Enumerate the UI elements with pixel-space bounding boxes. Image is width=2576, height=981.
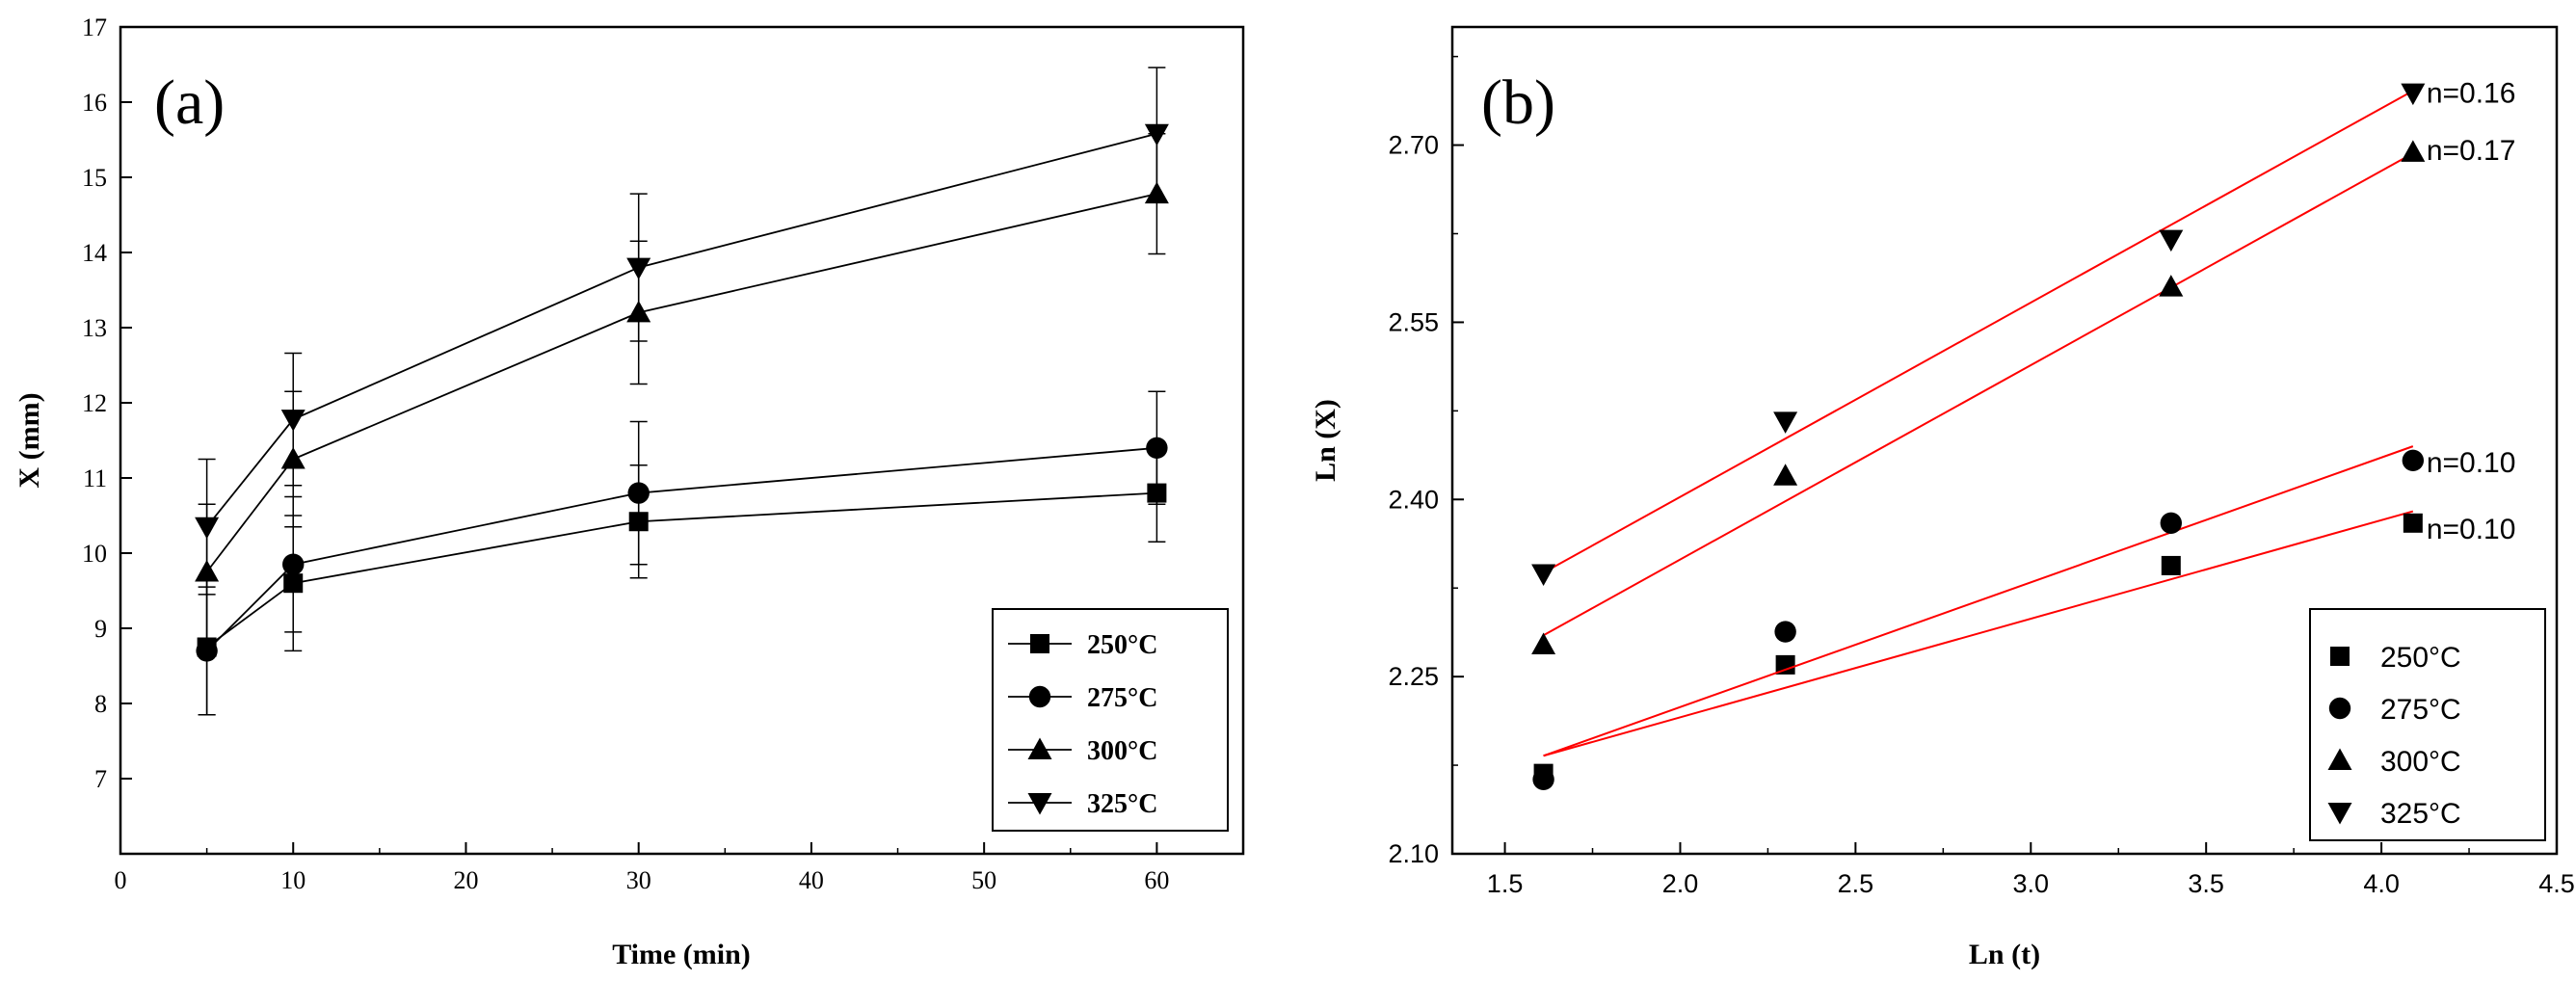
chart-b-frame (1450, 25, 2559, 856)
legend-b-marker (2330, 647, 2350, 666)
legend-b-marker (2327, 748, 2352, 770)
chart-a-ticks: 0 10 20 30 40 50 60 7 8 9 10 11 12 13 14 15 16 17 (82, 13, 1169, 894)
chart-b-fit-line (1543, 152, 2414, 637)
chart-b-point (2402, 449, 2425, 472)
chart-b-fit-line (1543, 445, 2414, 757)
chart-b-y-tick-label: 2.55 (1388, 307, 1439, 336)
chart-b-x-tick-label: 2.0 (1662, 869, 1699, 898)
legend-b-label: 250°C (2380, 642, 2461, 674)
chart-b-point (1532, 768, 1554, 790)
chart-b-fit-line (1543, 90, 2414, 574)
chart-a-x-tick-label: 60 (1144, 866, 1169, 894)
chart-a-x-label: Time (min) (612, 939, 751, 970)
chart-a-panel-label: (a) (154, 67, 225, 138)
chart-a-point (1144, 123, 1169, 146)
chart-a-y-tick-label: 16 (82, 89, 107, 117)
chart-b-point (1775, 654, 1795, 675)
chart-b-legend: 250°C 275°C 300°C 325°C (2309, 608, 2546, 841)
chart-a-x-tick-label: 30 (626, 866, 651, 894)
chart-a-point (1146, 437, 1168, 459)
chart-a-legend: 250°C 275°C 300°C 325°C (992, 608, 1229, 832)
chart-b-x-tick-label: 1.5 (1487, 869, 1524, 898)
legend-a-label: 275°C (1087, 683, 1157, 713)
chart-a: 0 10 20 30 40 50 60 7 8 9 10 11 12 13 14 15 16 17 (a) Tim… (13, 13, 1245, 970)
chart-a-point (196, 640, 218, 662)
chart-a-y-tick-label: 15 (82, 164, 107, 192)
chart-a-point (195, 517, 220, 540)
chart-b-y-tick-label: 2.25 (1388, 662, 1439, 691)
chart-a-series-line (205, 132, 1157, 528)
legend-a-label: 325°C (1087, 789, 1157, 819)
chart-a-y-tick-label: 7 (94, 765, 107, 793)
chart-b-x-tick-label: 4.0 (2363, 869, 2400, 898)
chart-b-x-label: Ln (t) (1969, 939, 2040, 970)
chart-b-series: n=0.10 n=0.10 n=0.17 n=0.16 (1531, 78, 2515, 790)
chart-b-point (1531, 632, 1556, 655)
chart-a-series (195, 66, 1169, 716)
legend-a-marker (1027, 793, 1052, 815)
chart-a-y-label: X (mm) (13, 392, 45, 488)
legend-b-label: 325°C (2380, 798, 2461, 830)
chart-a-series-line (205, 193, 1157, 573)
chart-a-point (627, 482, 650, 504)
chart-a-y-tick-label: 12 (82, 389, 107, 417)
chart-b-n-label: n=0.17 (2427, 135, 2516, 167)
legend-a-marker (1030, 634, 1049, 653)
chart-a-y-tick-label: 10 (82, 540, 107, 568)
legend-a-label: 250°C (1087, 630, 1157, 660)
chart-b-fit-line (1543, 510, 2414, 757)
chart-b-point (2401, 140, 2426, 162)
legend-b-label: 300°C (2380, 746, 2461, 778)
chart-b-x-tick-label: 3.0 (2013, 869, 2050, 898)
chart-a-y-tick-label: 8 (94, 690, 107, 718)
chart-b-x-tick-label: 4.5 (2538, 869, 2575, 898)
chart-b-ticks: 1.5 2.0 2.5 3.0 3.5 4.0 4.5 2.10 2.25 2.40 2.55 2.7… (1388, 55, 2575, 898)
chart-a-y-tick-label: 9 (94, 615, 107, 643)
chart-b-point (2401, 83, 2426, 106)
legend-a-label: 300°C (1087, 736, 1157, 766)
chart-a-series-line (206, 491, 1157, 649)
chart-a-x-tick-label: 10 (280, 866, 305, 894)
legend-a-marker (1027, 737, 1052, 759)
legend-b-label: 275°C (2380, 694, 2461, 726)
chart-a-series-line (205, 446, 1157, 652)
chart-a-x-tick-label: 0 (115, 866, 127, 894)
chart-b-point (2159, 275, 2184, 297)
chart-a-x-tick-label: 20 (453, 866, 478, 894)
chart-a-y-tick-label: 17 (82, 13, 107, 41)
chart-a-y-tick-label: 11 (83, 464, 107, 492)
chart-b-point (2403, 513, 2423, 533)
legend-a-marker (1028, 685, 1051, 708)
chart-b-point (1773, 464, 1798, 486)
chart-a-x-tick-label: 50 (971, 866, 996, 894)
chart-b-point (1774, 621, 1796, 643)
chart-b-point (2161, 555, 2181, 575)
chart-b: 1.5 2.0 2.5 3.0 3.5 4.0 4.5 2.10 2.25 2.40 2.55 2.7… (1310, 25, 2575, 970)
chart-b-x-tick-label: 2.5 (1838, 869, 1874, 898)
chart-b-y-tick-label: 2.70 (1388, 131, 1439, 160)
chart-a-y-tick-label: 14 (82, 239, 107, 267)
legend-b-marker (2327, 803, 2352, 825)
chart-a-frame (119, 25, 1245, 856)
chart-b-y-tick-label: 2.10 (1388, 839, 1439, 868)
chart-b-panel-label: (b) (1481, 67, 1555, 138)
chart-b-x-tick-label: 3.5 (2188, 869, 2224, 898)
chart-b-point (1773, 411, 1798, 434)
chart-a-point (626, 257, 651, 280)
legend-b-marker (2328, 697, 2351, 720)
chart-b-point (2159, 229, 2184, 252)
chart-b-point (1531, 564, 1556, 587)
chart-b-y-label: Ln (X) (1310, 399, 1341, 482)
chart-b-n-label: n=0.16 (2427, 78, 2516, 110)
chart-b-y-tick-label: 2.40 (1388, 485, 1439, 514)
chart-b-n-label: n=0.10 (2427, 514, 2516, 545)
chart-a-y-tick-label: 13 (82, 314, 107, 342)
chart-a-point (280, 410, 305, 432)
chart-a-point (282, 553, 305, 575)
chart-b-n-label: n=0.10 (2427, 447, 2516, 479)
chart-b-point (2160, 512, 2183, 534)
chart-a-x-tick-label: 40 (799, 866, 824, 894)
